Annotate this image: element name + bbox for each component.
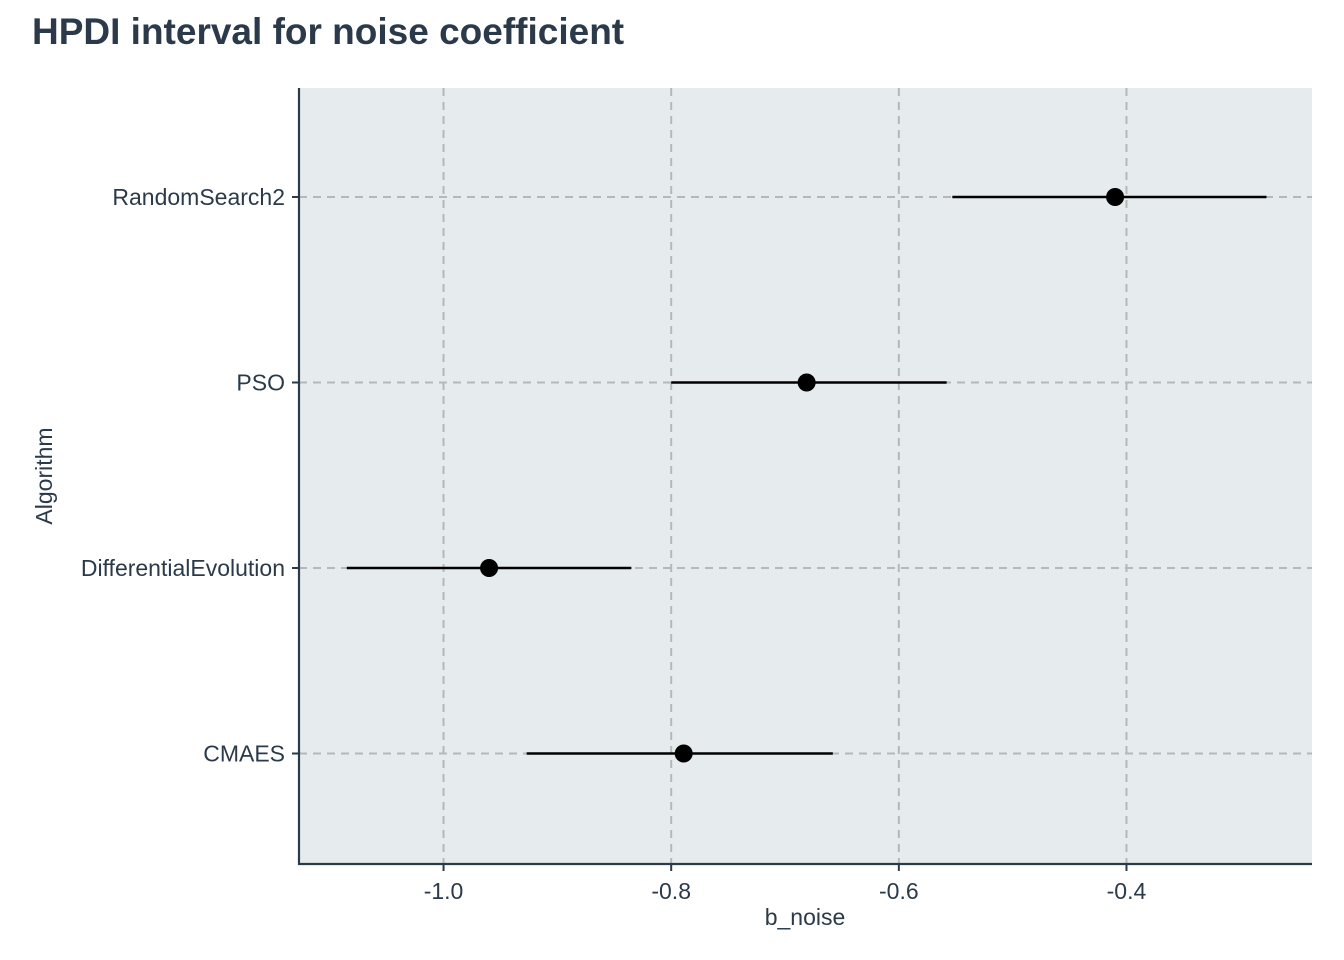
point-estimate (1106, 188, 1125, 206)
y-tick-label: CMAES (203, 741, 285, 767)
y-tick-label: RandomSearch2 (112, 184, 285, 210)
y-axis-title: Algorithm (31, 427, 57, 524)
y-tick-label: PSO (236, 370, 285, 396)
x-gridlines (442, 88, 1128, 864)
plot-panel (299, 88, 1312, 864)
x-tick-label: -0.6 (879, 878, 919, 904)
chart-title: HPDI interval for noise coefficient (32, 11, 624, 52)
point-estimate (797, 373, 816, 392)
y-axis-ticks: RandomSearch2 PSO DifferentialEvolution CMA… (81, 184, 299, 767)
x-axis-ticks: -1.0 -0.8 -0.6 -0.4 (424, 864, 1147, 904)
x-tick-label: -0.8 (651, 878, 691, 904)
point-estimate (674, 744, 693, 763)
x-tick-label: -1.0 (424, 878, 464, 904)
y-tick-label: DifferentialEvolution (81, 555, 285, 581)
x-axis-title: b_noise (765, 904, 846, 930)
x-tick-label: -0.4 (1107, 878, 1147, 904)
point-estimate (480, 559, 499, 577)
point-estimates (480, 188, 1125, 763)
